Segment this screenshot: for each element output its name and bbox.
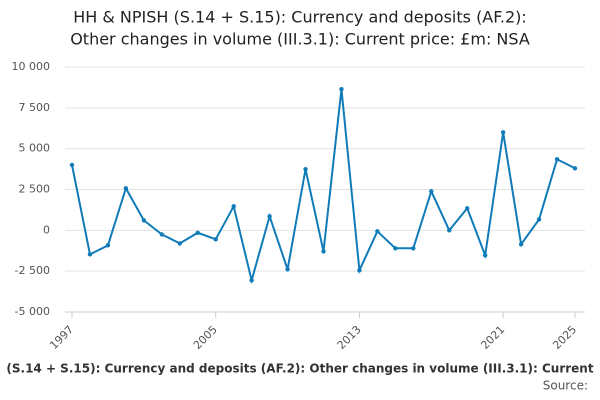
point xyxy=(123,186,129,191)
source: Source: xyxy=(543,379,588,393)
y-tick-label: 7 500 xyxy=(19,101,51,114)
y-tick-label: 2 500 xyxy=(19,183,51,196)
point xyxy=(177,241,182,246)
x-tick-label: 2005 xyxy=(191,323,220,352)
point xyxy=(231,204,236,209)
point xyxy=(357,268,362,273)
y-tick-label: 0 xyxy=(43,223,50,236)
point xyxy=(500,130,506,135)
x-tick-label: 1997 xyxy=(47,323,76,352)
chart-title: Other changes in volume (III.3.1): Curre… xyxy=(70,30,530,49)
point xyxy=(159,232,165,237)
y-tick-label: -2 500 xyxy=(15,264,50,277)
x-tick-label: 2025 xyxy=(550,323,579,352)
point xyxy=(375,229,380,234)
point xyxy=(429,189,434,194)
point xyxy=(285,267,290,272)
point xyxy=(518,242,524,247)
point xyxy=(69,162,75,168)
point xyxy=(482,253,488,258)
point xyxy=(195,230,200,235)
point xyxy=(105,243,111,248)
point xyxy=(447,228,452,233)
point xyxy=(393,246,398,251)
point xyxy=(249,278,254,283)
chart-title: HH & NPISH (S.14 + S.15): Currency and d… xyxy=(73,8,527,27)
point xyxy=(87,252,93,257)
point xyxy=(536,217,542,222)
point xyxy=(141,218,147,223)
x-tick-label: 2021 xyxy=(478,323,507,352)
point xyxy=(213,237,218,242)
point xyxy=(303,167,308,172)
point xyxy=(572,166,578,171)
point xyxy=(411,246,416,251)
x-tick-label: 2013 xyxy=(335,323,364,352)
y-tick-label: 10 000 xyxy=(12,60,51,73)
point xyxy=(267,214,272,219)
point xyxy=(465,206,470,211)
y-tick-label: -5 000 xyxy=(15,305,50,318)
x-axis-label: (S.14 + S.15): Currency and deposits (AF… xyxy=(6,362,593,376)
point xyxy=(321,249,326,254)
y-tick-label: 5 000 xyxy=(19,142,51,155)
point xyxy=(554,157,560,162)
point xyxy=(339,87,344,92)
